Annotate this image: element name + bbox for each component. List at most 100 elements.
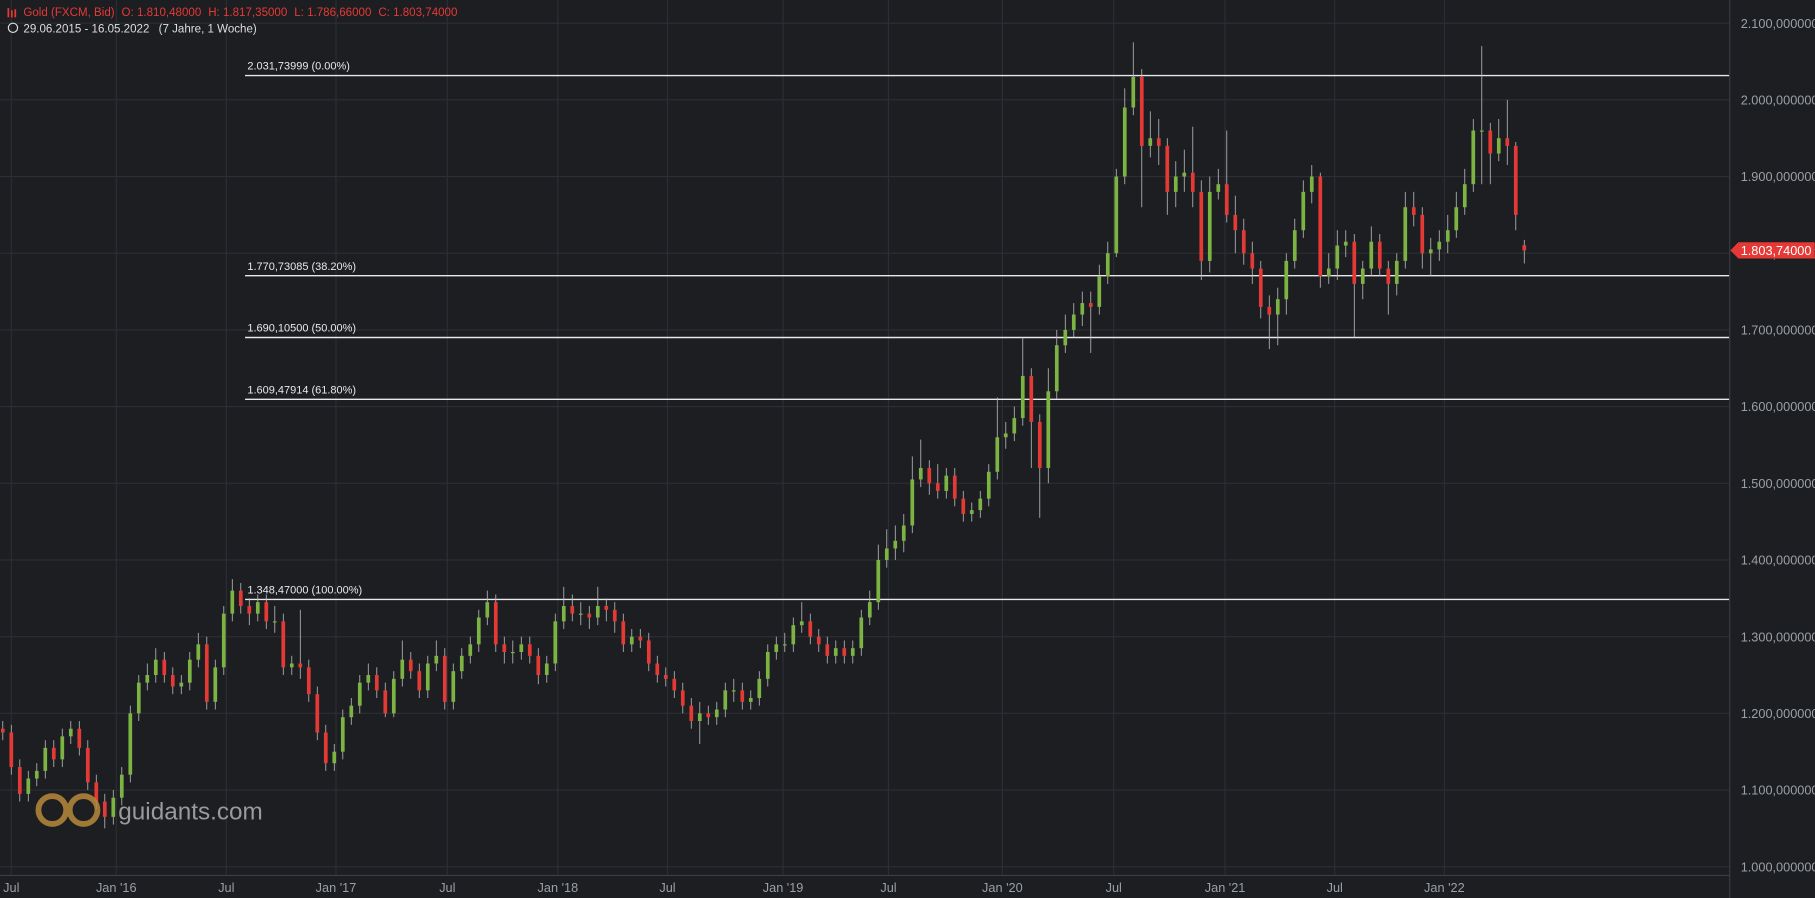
price-tag bbox=[1730, 242, 1815, 259]
candle-body bbox=[1505, 138, 1510, 146]
candle-body bbox=[1275, 299, 1280, 315]
candle-body bbox=[306, 667, 311, 695]
candle-body bbox=[638, 636, 643, 641]
low: L: 1.786,66000 bbox=[294, 7, 371, 19]
candle-body bbox=[442, 655, 447, 702]
x-tick-label: Jan '18 bbox=[538, 880, 579, 895]
candle-body bbox=[502, 644, 507, 653]
grid bbox=[0, 0, 1730, 875]
candle-body bbox=[187, 659, 192, 683]
candle-body bbox=[1309, 176, 1314, 192]
candle-body bbox=[1352, 241, 1357, 284]
y-tick-label: 1.600,000000 bbox=[1741, 399, 1815, 414]
candle-body bbox=[1445, 230, 1450, 242]
candle-body bbox=[119, 774, 124, 798]
candle-body bbox=[298, 663, 303, 668]
candle-body bbox=[1301, 191, 1306, 231]
candle-body bbox=[1343, 241, 1348, 246]
candle-body bbox=[1403, 207, 1408, 261]
candle-body bbox=[901, 525, 906, 541]
candle-body bbox=[357, 682, 362, 706]
span: (7 Jahre, 1 Woche) bbox=[159, 23, 257, 35]
y-tick-label: 1.400,000000 bbox=[1741, 553, 1815, 568]
candle-body bbox=[111, 797, 116, 817]
candle-body bbox=[213, 667, 218, 702]
candle-body bbox=[604, 605, 609, 610]
candle-body bbox=[1250, 253, 1255, 269]
y-tick-label: 2.000,000000 bbox=[1741, 92, 1815, 107]
candles bbox=[0, 42, 1527, 829]
candle-body bbox=[459, 655, 464, 672]
candle-body bbox=[1029, 375, 1034, 422]
candle-body bbox=[1199, 191, 1204, 261]
candle-body bbox=[799, 621, 804, 626]
candle-body bbox=[757, 678, 762, 699]
candle-body bbox=[910, 479, 915, 526]
candle-body bbox=[196, 644, 201, 660]
candle-body bbox=[825, 644, 830, 656]
candle-body bbox=[1165, 145, 1170, 192]
candle-body bbox=[1156, 138, 1161, 146]
candle-body bbox=[544, 663, 549, 676]
candle-body bbox=[1122, 107, 1127, 177]
candle-body bbox=[1386, 268, 1391, 284]
x-tick-label: Jul bbox=[218, 880, 234, 895]
candle-body bbox=[1335, 245, 1340, 269]
candle-body bbox=[493, 602, 498, 645]
x-tick-label: Jul bbox=[880, 880, 896, 895]
candle-body bbox=[1105, 253, 1110, 277]
candle-body bbox=[1513, 145, 1518, 215]
watermark: guidants.com bbox=[118, 798, 263, 825]
candle-body bbox=[136, 682, 141, 714]
candle-body bbox=[1292, 230, 1297, 261]
y-tick-label: 1.300,000000 bbox=[1741, 629, 1815, 644]
candle-body bbox=[1020, 375, 1025, 419]
candle-body bbox=[774, 644, 779, 653]
candle-body bbox=[102, 801, 107, 817]
candle-body bbox=[1148, 138, 1153, 146]
candle-body bbox=[791, 625, 796, 645]
x-tick-label: Jan '16 bbox=[96, 880, 137, 895]
candle-body bbox=[1182, 172, 1187, 177]
candle-body bbox=[765, 652, 770, 679]
fib-label: 2.031,73999 (0.00%) bbox=[247, 61, 350, 73]
fib-label: 1.690,10500 (50.00%) bbox=[247, 323, 356, 335]
candle-body bbox=[587, 613, 592, 618]
candle-body bbox=[697, 713, 702, 722]
candle-body bbox=[961, 498, 966, 514]
y-tick-label: 1.500,000000 bbox=[1741, 476, 1815, 491]
axes: 1.000,000000 1.100,000000 1.200,000000 1.30… bbox=[3, 16, 1815, 895]
candle-body bbox=[570, 605, 575, 614]
close: C: 1.803,74000 bbox=[378, 7, 457, 19]
candle-body bbox=[850, 648, 855, 656]
candle-body bbox=[1173, 176, 1178, 192]
candle-body bbox=[238, 590, 243, 606]
logo bbox=[35, 793, 101, 827]
candle-body bbox=[68, 728, 73, 737]
candle-body bbox=[578, 613, 583, 615]
candle-body bbox=[1131, 76, 1136, 108]
candle-body bbox=[34, 770, 39, 779]
candle-body bbox=[1216, 184, 1221, 192]
y-tick-label: 1.900,000000 bbox=[1741, 169, 1815, 184]
candle-body bbox=[748, 698, 753, 702]
candle-body bbox=[833, 648, 838, 656]
icon bbox=[7, 8, 17, 18]
candle-body bbox=[255, 602, 260, 614]
candle-body bbox=[782, 644, 787, 646]
candle-body bbox=[162, 659, 167, 676]
candle-body bbox=[1003, 433, 1008, 438]
candle-body bbox=[561, 605, 566, 622]
candle-body bbox=[527, 644, 532, 656]
candle-body bbox=[1139, 76, 1144, 146]
candle-body bbox=[1318, 176, 1323, 277]
candle-body bbox=[978, 498, 983, 511]
y-tick-label: 1.100,000000 bbox=[1741, 783, 1815, 798]
candle-body bbox=[1522, 245, 1527, 251]
header-line: Gold (FXCM, Bid) O: 1.810,48000 H: 1.817,3… bbox=[23, 7, 457, 19]
x-tick-label: Jul bbox=[3, 880, 19, 895]
candle-body bbox=[0, 728, 5, 733]
candle-body bbox=[170, 675, 175, 687]
candle-body bbox=[1190, 172, 1195, 192]
